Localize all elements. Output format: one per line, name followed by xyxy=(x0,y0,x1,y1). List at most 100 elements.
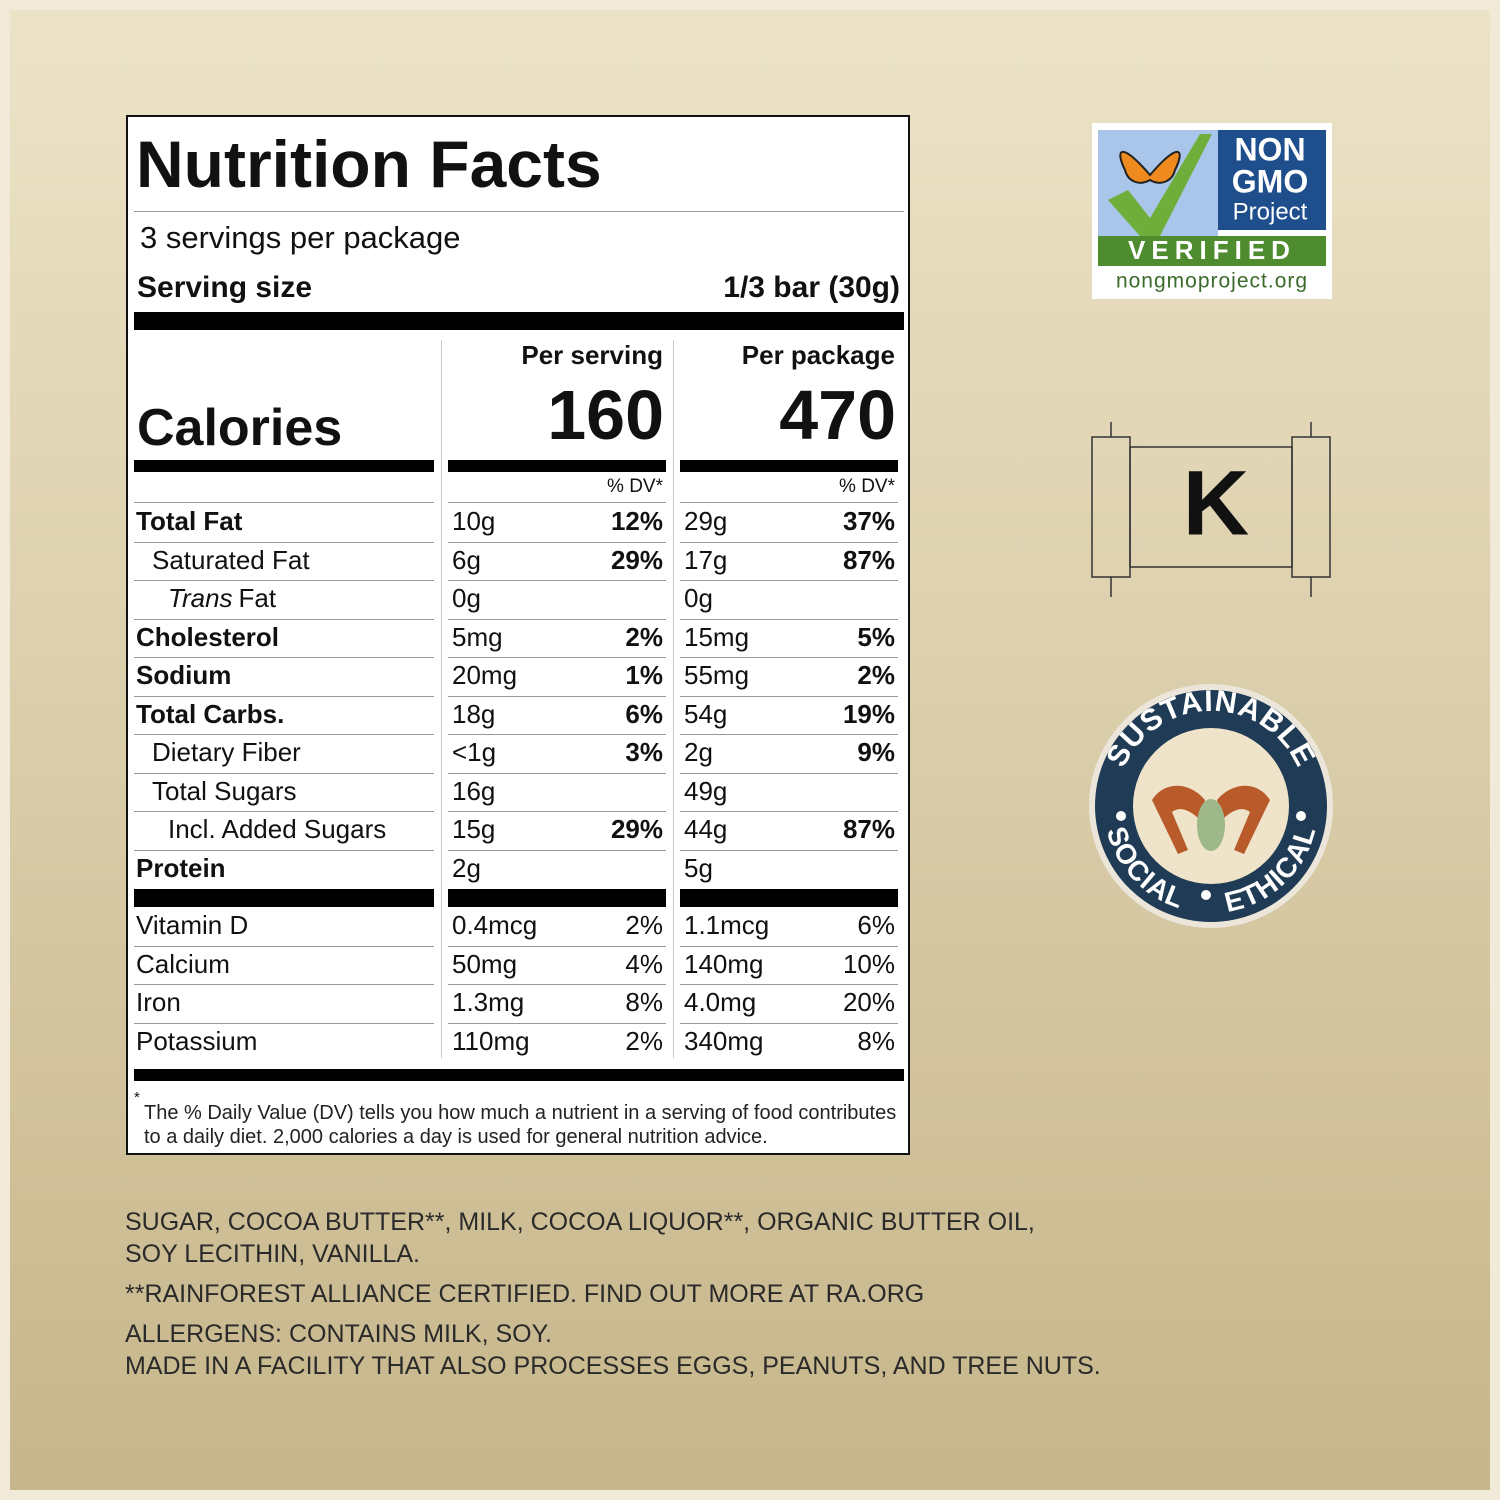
amount: 20mg xyxy=(452,660,518,691)
butterfly xyxy=(1119,150,1181,184)
row-rule xyxy=(448,1022,666,1024)
row-rule xyxy=(680,772,898,774)
nutrient-name: Potassium xyxy=(136,1025,258,1056)
nutrient-name: Trans xyxy=(168,583,233,614)
bar xyxy=(134,889,434,907)
bar xyxy=(448,460,666,472)
percent-dv: 29% xyxy=(610,544,663,575)
ingredient-line: SUGAR, COCOA BUTTER**, MILK, COCOA LIQUO… xyxy=(125,1208,1035,1236)
calories-value: 470 xyxy=(779,376,896,454)
ingredient-line: ALLERGENS: CONTAINS MILK, SOY. xyxy=(125,1320,552,1348)
column-header: Per serving xyxy=(521,340,663,371)
kosher-scroll xyxy=(1091,422,1331,597)
nutrient-name: Total Fat xyxy=(136,506,243,537)
row-rule xyxy=(448,695,666,697)
amount: 340mg xyxy=(684,1025,764,1056)
row-rule xyxy=(134,772,434,774)
seal-dot xyxy=(1201,890,1211,900)
nutrient-name: Vitamin D xyxy=(136,910,249,941)
serving-size-label: Serving size xyxy=(137,271,313,304)
nutrient-name: Cholesterol xyxy=(136,621,280,652)
amount: 15mg xyxy=(684,621,750,652)
amount: 140mg xyxy=(684,948,764,979)
percent-dv: 2% xyxy=(625,1025,663,1056)
badge-text: NON xyxy=(1234,131,1305,167)
calories-value: 160 xyxy=(547,376,664,454)
amount: 0g xyxy=(684,583,713,614)
row-rule xyxy=(680,734,898,735)
percent-dv: 6% xyxy=(857,910,895,941)
hand xyxy=(1217,785,1270,854)
amount: 18g xyxy=(452,698,496,729)
row-rule xyxy=(680,1022,898,1024)
row-rule xyxy=(448,502,666,503)
column-header: Per package xyxy=(741,340,895,371)
row-rule xyxy=(680,811,898,812)
amount: 16g xyxy=(452,775,496,806)
row-rule xyxy=(134,618,434,620)
servings: 3 servings per package xyxy=(140,220,461,256)
nutrient-name: Saturated Fat xyxy=(152,544,310,575)
percent-dv: 3% xyxy=(625,737,663,768)
amount: 44g xyxy=(684,814,728,845)
row-rule xyxy=(134,541,434,543)
amount: 10g xyxy=(452,506,496,537)
percent-dv: 8% xyxy=(857,1025,895,1056)
row-rule xyxy=(134,734,434,735)
amount: 0g xyxy=(452,583,481,614)
amount: 5g xyxy=(684,852,713,883)
dv-header: % DV* xyxy=(607,475,663,497)
percent-dv: 87% xyxy=(842,544,895,575)
amount: 15g xyxy=(452,814,496,845)
amount: 50mg xyxy=(452,948,518,979)
row-rule xyxy=(680,945,898,947)
percent-dv: 12% xyxy=(610,506,663,537)
nutrient-name: Iron xyxy=(136,987,181,1018)
row-rule xyxy=(448,580,666,581)
row-rule xyxy=(134,945,434,947)
row-rule xyxy=(134,849,434,851)
row-rule xyxy=(134,695,434,697)
row-rule xyxy=(680,502,898,503)
row-rule xyxy=(680,541,898,543)
amount: 55mg xyxy=(684,660,750,691)
percent-dv: 20% xyxy=(842,987,895,1018)
percent-dv: 10% xyxy=(842,948,895,979)
row-rule xyxy=(134,1022,434,1024)
percent-dv: 2% xyxy=(625,910,663,941)
amount: 1.1mcg xyxy=(684,910,770,941)
ingredient-line: **RAINFOREST ALLIANCE CERTIFIED. FIND OU… xyxy=(125,1280,925,1308)
calories-label: Calories xyxy=(137,398,343,457)
percent-dv: 29% xyxy=(610,814,663,845)
percent-dv: 2% xyxy=(857,660,895,691)
row-rule xyxy=(448,618,666,620)
dv-header: % DV* xyxy=(839,475,895,497)
percent-dv: 5% xyxy=(857,621,895,652)
bar xyxy=(680,889,898,907)
amount: <1g xyxy=(452,737,497,768)
nutrient-name: Total Carbs. xyxy=(136,698,285,729)
bar xyxy=(680,460,898,472)
verified-band xyxy=(1098,236,1326,266)
nutrient-name: Calcium xyxy=(136,948,230,979)
row-rule xyxy=(448,811,666,812)
amount: 0.4mcg xyxy=(452,910,538,941)
amount: 2g xyxy=(452,852,481,883)
nutrient-name: Incl. Added Sugars xyxy=(168,814,387,845)
badge-text: nongmoproject.org xyxy=(1116,270,1308,293)
percent-dv: 8% xyxy=(625,987,663,1018)
row-rule xyxy=(448,541,666,543)
bar xyxy=(448,889,666,907)
column-divider xyxy=(673,340,674,1058)
amount: 17g xyxy=(684,544,728,575)
row-rule xyxy=(134,580,434,581)
nutrient-name: Dietary Fiber xyxy=(152,737,301,768)
row-rule xyxy=(448,657,666,658)
nutrient-name: Total Sugars xyxy=(152,775,297,806)
amount: 4.0mg xyxy=(684,987,757,1018)
thick-rule xyxy=(134,1069,904,1081)
non-gmo-panel xyxy=(1218,130,1326,230)
row-rule xyxy=(134,502,434,503)
ingredient-line: SOY LECITHIN, VANILLA. xyxy=(125,1240,421,1268)
